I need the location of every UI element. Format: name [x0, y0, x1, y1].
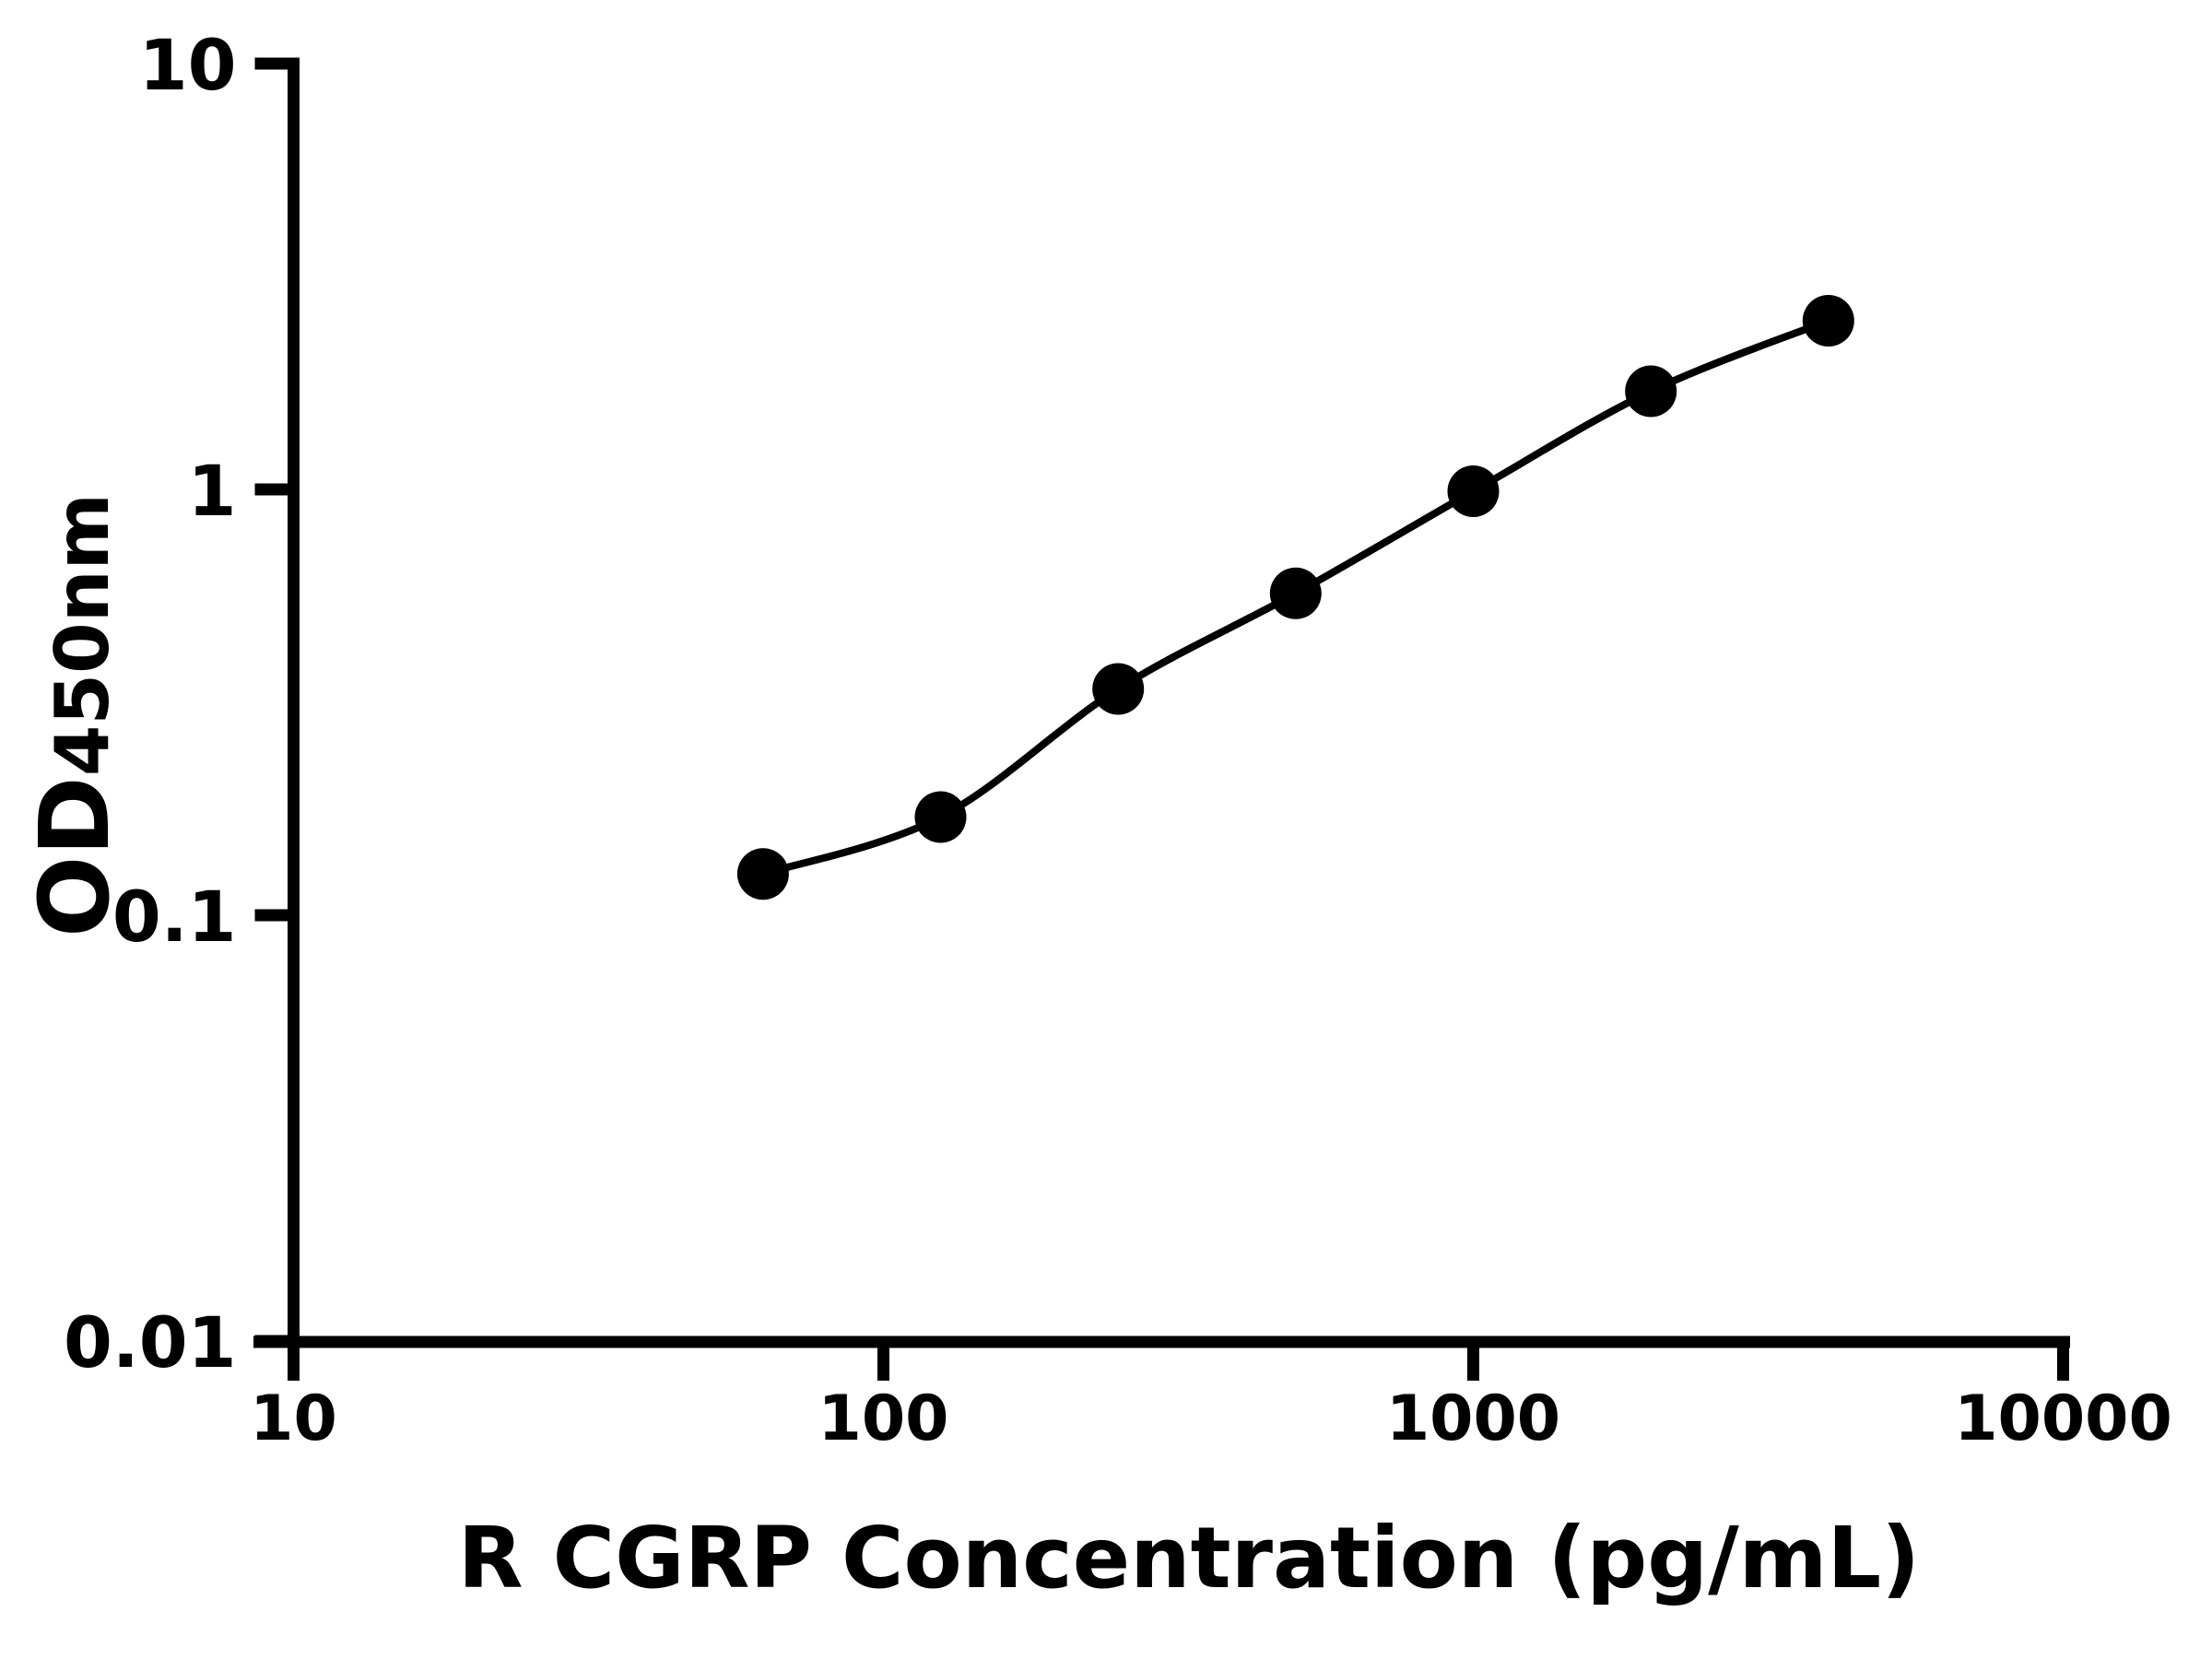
data-point [914, 791, 967, 843]
y-tick-label: 10 [139, 24, 237, 106]
data-point [736, 848, 789, 900]
data-point [1625, 365, 1677, 418]
y-axis-title-sub: 450nm [40, 492, 125, 777]
x-tick-label: 100 [818, 1382, 949, 1455]
data-point [1269, 567, 1322, 619]
y-tick-label: 1 [188, 450, 237, 532]
y-tick-label: 0.01 [64, 1301, 237, 1383]
y-tick-label: 0.1 [112, 876, 237, 958]
x-tick-label: 10000 [1954, 1382, 2172, 1455]
data-point [1447, 465, 1500, 517]
y-axis-title: OD450nm [18, 493, 131, 937]
x-tick-label: 1000 [1386, 1382, 1560, 1455]
x-tick-label: 10 [250, 1382, 337, 1455]
data-point [1802, 295, 1854, 347]
y-axis-title-main: OD [18, 776, 131, 938]
data-point [1092, 663, 1145, 715]
x-axis-title: R CGRP Concentration (pg/mL) [457, 1509, 1921, 1607]
